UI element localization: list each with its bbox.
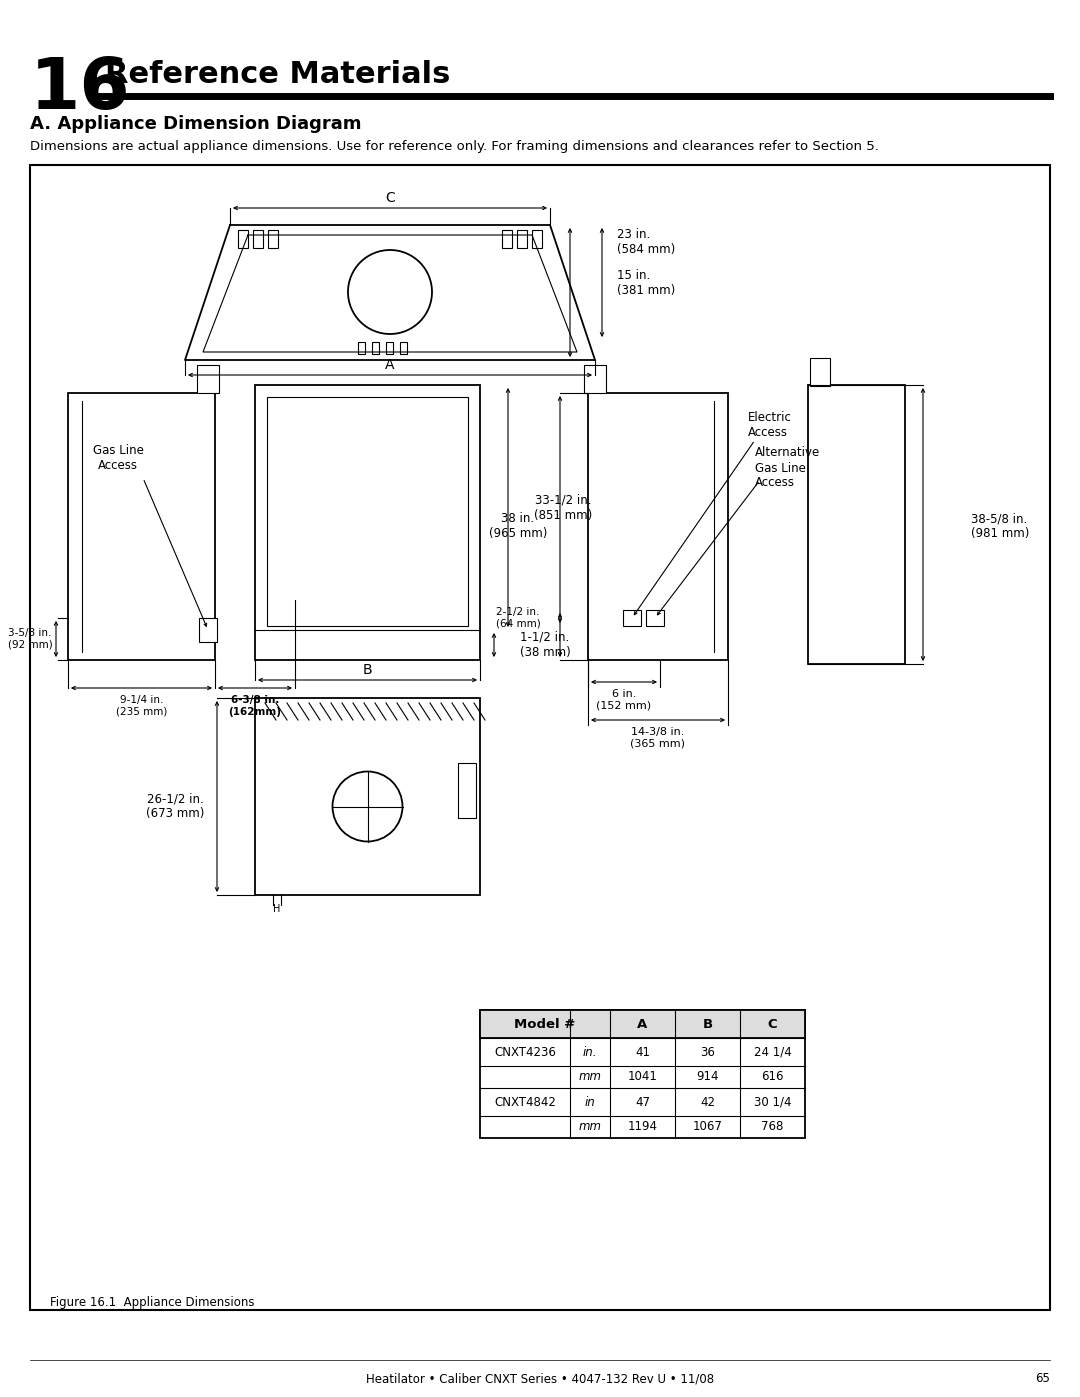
Text: H: H [273, 904, 281, 914]
Bar [480, 1010, 805, 1139]
Bar [808, 386, 905, 664]
Text: 26-1/2 in.
(673 mm): 26-1/2 in. (673 mm) [146, 792, 204, 820]
Bar [502, 231, 512, 249]
Text: 914: 914 [697, 1070, 719, 1084]
Bar [68, 393, 215, 659]
Bar [357, 342, 365, 353]
Text: 30 1/4: 30 1/4 [754, 1095, 792, 1108]
Text: 38 in.
(965 mm): 38 in. (965 mm) [489, 513, 548, 541]
Bar [253, 231, 264, 249]
Text: Dimensions are actual appliance dimensions. Use for reference only. For framing : Dimensions are actual appliance dimensio… [30, 140, 879, 154]
Bar [532, 231, 542, 249]
Bar [197, 365, 219, 393]
Text: 24 1/4: 24 1/4 [754, 1045, 792, 1059]
Bar [30, 165, 1050, 1310]
Text: A: A [386, 358, 395, 372]
Text: Electric
Access: Electric Access [748, 411, 792, 439]
Bar [238, 231, 248, 249]
Bar [199, 617, 217, 643]
Text: 768: 768 [761, 1120, 784, 1133]
Bar [255, 698, 480, 895]
Text: 1-1/2 in.
(38 mm): 1-1/2 in. (38 mm) [519, 631, 570, 659]
Bar [517, 231, 527, 249]
Text: 36: 36 [700, 1045, 715, 1059]
Bar [810, 358, 831, 386]
Text: 9-1/4 in.
(235 mm): 9-1/4 in. (235 mm) [116, 696, 167, 717]
Text: 6 in.
(152 mm): 6 in. (152 mm) [596, 689, 651, 711]
Text: 6-3/8 in.
(162mm): 6-3/8 in. (162mm) [229, 696, 282, 717]
Bar [623, 610, 642, 626]
Bar [268, 231, 278, 249]
Text: 23 in.
(584 mm): 23 in. (584 mm) [617, 228, 675, 256]
Text: CNXT4236: CNXT4236 [494, 1045, 556, 1059]
Text: 1194: 1194 [627, 1120, 658, 1133]
Text: 15 in.
(381 mm): 15 in. (381 mm) [617, 270, 675, 298]
Bar [267, 397, 468, 626]
Text: Alternative
Gas Line
Access: Alternative Gas Line Access [755, 447, 820, 489]
Bar [646, 610, 664, 626]
Bar [480, 1010, 805, 1038]
Text: mm: mm [579, 1120, 602, 1133]
Text: 16: 16 [30, 54, 131, 124]
Text: 47: 47 [635, 1095, 650, 1108]
Bar [386, 342, 393, 353]
Text: B: B [363, 664, 373, 678]
Text: 42: 42 [700, 1095, 715, 1108]
Text: A: A [637, 1017, 648, 1031]
Text: 3-5/8 in.
(92 mm): 3-5/8 in. (92 mm) [8, 629, 52, 650]
Text: Reference Materials: Reference Materials [105, 60, 450, 89]
Text: 14-3/8 in.
(365 mm): 14-3/8 in. (365 mm) [631, 728, 686, 749]
Bar [458, 763, 476, 819]
Bar [480, 1010, 805, 1038]
Text: 38-5/8 in.
(981 mm): 38-5/8 in. (981 mm) [971, 513, 1029, 541]
Bar [255, 386, 480, 659]
Text: A. Appliance Dimension Diagram: A. Appliance Dimension Diagram [30, 115, 362, 133]
Text: 1041: 1041 [627, 1070, 658, 1084]
Text: Figure 16.1  Appliance Dimensions: Figure 16.1 Appliance Dimensions [50, 1296, 255, 1309]
Bar [372, 342, 379, 353]
Text: Gas Line
Access: Gas Line Access [93, 444, 144, 472]
Text: Heatilator • Caliber CNXT Series • 4047-132 Rev U • 11/08: Heatilator • Caliber CNXT Series • 4047-… [366, 1372, 714, 1384]
Text: 1067: 1067 [692, 1120, 723, 1133]
Text: 616: 616 [761, 1070, 784, 1084]
Text: 41: 41 [635, 1045, 650, 1059]
Text: 65: 65 [1035, 1372, 1050, 1384]
Bar [400, 342, 407, 353]
Text: C: C [768, 1017, 778, 1031]
Bar [584, 365, 606, 393]
Text: in.: in. [583, 1045, 597, 1059]
Text: C: C [386, 191, 395, 205]
Text: 2-1/2 in.
(64 mm): 2-1/2 in. (64 mm) [496, 608, 540, 629]
Text: in: in [584, 1095, 595, 1108]
Text: mm: mm [579, 1070, 602, 1084]
Text: CNXT4842: CNXT4842 [494, 1095, 556, 1108]
Text: 33-1/2 in.
(851 mm): 33-1/2 in. (851 mm) [534, 493, 592, 521]
Text: B: B [702, 1017, 713, 1031]
Bar [588, 393, 728, 659]
Text: Model #: Model # [514, 1017, 576, 1031]
